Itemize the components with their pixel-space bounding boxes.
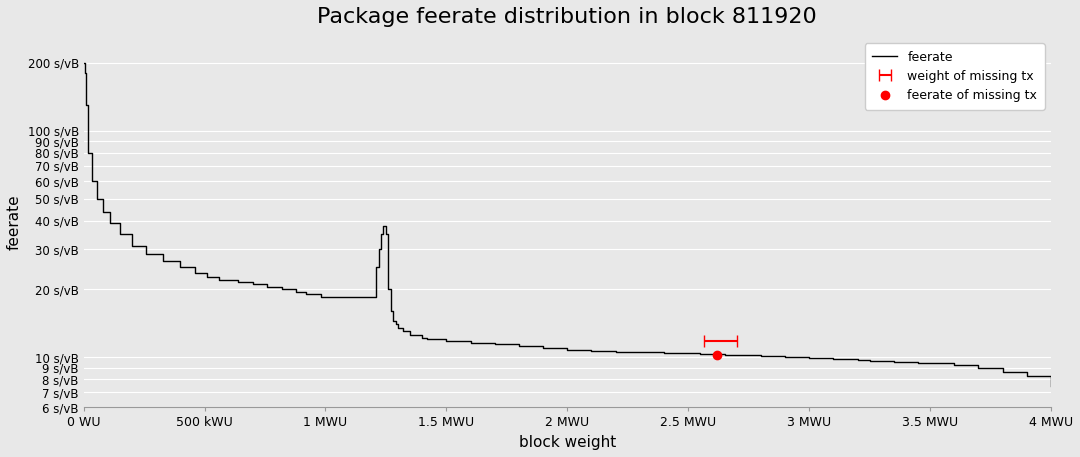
feerate [633, 350, 646, 355]
Line: feerate: feerate [83, 63, 1051, 386]
Title: Package feerate distribution in block 811920: Package feerate distribution in block 81… [318, 7, 818, 27]
feerate [299, 292, 312, 297]
Y-axis label: feerate: feerate [6, 194, 22, 250]
feerate [283, 287, 296, 292]
feerate [77, 60, 90, 65]
X-axis label: block weight: block weight [518, 435, 616, 450]
Legend: feerate, weight of missing tx, feerate of missing tx: feerate, weight of missing tx, feerate o… [865, 43, 1044, 110]
feerate [410, 333, 423, 338]
feerate [420, 336, 433, 342]
feerate [802, 356, 815, 361]
feerate [1044, 383, 1057, 388]
